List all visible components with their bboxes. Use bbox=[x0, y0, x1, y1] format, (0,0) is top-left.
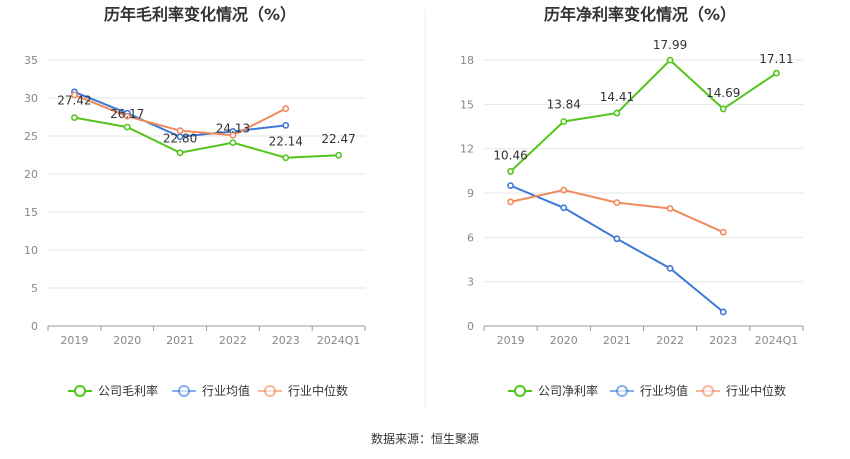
x-tick-label: 2024Q1 bbox=[755, 334, 799, 347]
y-tick-label: 3 bbox=[467, 276, 474, 289]
y-tick-label: 5 bbox=[31, 282, 38, 295]
data-point bbox=[719, 308, 727, 316]
gross-margin-chart: 历年毛利率变化情况（%） 0 5 10 15 20 25 30 35 2019 2020 2021 20… bbox=[24, 5, 366, 398]
legend-item[interactable]: 行业中位数 bbox=[258, 383, 348, 398]
data-point bbox=[560, 204, 568, 212]
series-line bbox=[510, 189, 724, 234]
y-tick-label: 12 bbox=[460, 143, 474, 156]
chart-title: 历年净利率变化情况（%） bbox=[544, 5, 736, 24]
x-tick-label: 2023 bbox=[272, 334, 300, 347]
data-point bbox=[666, 56, 674, 64]
legend-marker bbox=[178, 385, 190, 397]
y-tick-label: 10 bbox=[24, 244, 38, 257]
legend-label: 行业中位数 bbox=[726, 383, 786, 398]
data-point bbox=[613, 109, 621, 117]
data-point bbox=[507, 198, 514, 206]
x-tick-label: 2019 bbox=[60, 334, 88, 347]
x-tick-label: 2020 bbox=[113, 334, 141, 347]
x-tick-label: 2022 bbox=[656, 334, 684, 347]
data-point bbox=[507, 182, 514, 190]
net-margin-chart: 历年净利率变化情况（%） 0 3 6 9 12 15 18 2019 2020 2021 2022 20… bbox=[460, 5, 804, 398]
y-tick-label: 0 bbox=[467, 320, 474, 333]
x-tick-label: 2024Q1 bbox=[317, 334, 361, 347]
data-label: 14.69 bbox=[706, 86, 740, 100]
data-point bbox=[666, 205, 674, 212]
y-tick-label: 35 bbox=[24, 54, 38, 67]
legend-label: 行业均值 bbox=[640, 383, 688, 398]
data-point bbox=[613, 235, 621, 243]
x-tick-label: 2021 bbox=[166, 334, 194, 347]
data-point bbox=[71, 114, 78, 122]
series-line bbox=[509, 58, 777, 173]
legend-item[interactable]: 行业中位数 bbox=[696, 383, 786, 398]
series-line bbox=[74, 116, 339, 159]
x-tick-label: 2020 bbox=[550, 334, 578, 347]
y-tick-label: 18 bbox=[460, 54, 474, 67]
data-point bbox=[123, 112, 131, 120]
data-point bbox=[666, 264, 674, 272]
data-label: 17.99 bbox=[653, 38, 687, 52]
data-source-note: 数据来源：恒生聚源 bbox=[371, 431, 479, 446]
legend-marker bbox=[264, 385, 276, 397]
legend-item[interactable]: 公司毛利率 bbox=[68, 383, 158, 398]
legend-marker bbox=[616, 385, 628, 397]
x-tick-label: 2022 bbox=[219, 334, 247, 347]
data-label: 17.11 bbox=[759, 52, 793, 66]
data-point bbox=[282, 105, 290, 113]
x-tick-label: 2023 bbox=[709, 334, 737, 347]
data-label: 14.41 bbox=[600, 90, 634, 104]
y-tick-label: 15 bbox=[460, 98, 474, 111]
legend-item[interactable]: 行业均值 bbox=[610, 383, 688, 398]
data-point bbox=[176, 127, 184, 135]
data-label: 22.47 bbox=[321, 132, 355, 146]
data-point bbox=[229, 131, 237, 139]
data-point bbox=[560, 118, 568, 125]
legend-label: 公司毛利率 bbox=[98, 383, 158, 398]
data-point bbox=[176, 149, 184, 157]
data-label: 22.14 bbox=[269, 135, 303, 149]
y-tick-label: 25 bbox=[24, 130, 38, 143]
data-label: 22.80 bbox=[163, 132, 197, 146]
data-point bbox=[719, 228, 727, 236]
data-point bbox=[773, 69, 780, 77]
data-point bbox=[176, 133, 184, 141]
data-label: 13.84 bbox=[547, 97, 581, 111]
data-point bbox=[560, 186, 568, 194]
legend-marker bbox=[74, 385, 86, 397]
legend-marker bbox=[702, 385, 714, 397]
data-label: 10.46 bbox=[493, 148, 527, 162]
data-point bbox=[613, 199, 621, 207]
data-label: 27.42 bbox=[57, 94, 91, 108]
data-point bbox=[507, 168, 514, 175]
legend-label: 行业均值 bbox=[202, 383, 250, 398]
legend-marker bbox=[514, 385, 526, 397]
legend-label: 公司净利率 bbox=[538, 383, 598, 398]
data-point bbox=[719, 105, 727, 113]
chart-title: 历年毛利率变化情况（%） bbox=[104, 5, 296, 24]
y-tick-label: 20 bbox=[24, 168, 38, 181]
legend-label: 行业中位数 bbox=[288, 383, 348, 398]
data-point bbox=[123, 123, 131, 131]
y-tick-label: 15 bbox=[24, 206, 38, 219]
legend-item[interactable]: 行业均值 bbox=[172, 383, 250, 398]
data-point bbox=[282, 121, 290, 129]
data-label: 26.17 bbox=[110, 107, 144, 121]
data-label: 24.13 bbox=[216, 122, 250, 136]
y-tick-label: 0 bbox=[31, 320, 38, 333]
y-tick-label: 30 bbox=[24, 92, 38, 105]
x-tick-label: 2019 bbox=[497, 334, 525, 347]
data-point bbox=[229, 139, 237, 147]
y-tick-label: 9 bbox=[467, 187, 474, 200]
y-tick-label: 6 bbox=[467, 231, 474, 244]
data-point bbox=[282, 154, 290, 162]
data-point bbox=[71, 91, 78, 99]
x-tick-label: 2021 bbox=[603, 334, 631, 347]
legend-item[interactable]: 公司净利率 bbox=[508, 383, 598, 398]
data-point bbox=[335, 151, 342, 159]
